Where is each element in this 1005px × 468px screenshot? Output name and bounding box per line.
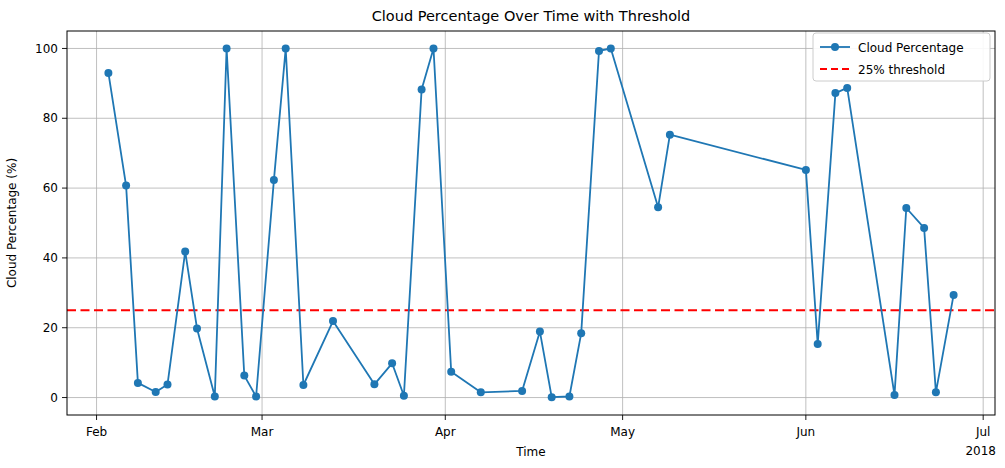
data-point-marker xyxy=(211,393,219,401)
data-point-marker xyxy=(607,45,615,53)
data-point-marker xyxy=(577,329,585,337)
y-tick-label: 60 xyxy=(43,181,58,195)
y-tick-label: 40 xyxy=(43,251,58,265)
x-tick-label: Jun xyxy=(795,425,815,439)
data-point-marker xyxy=(181,248,189,256)
data-point-marker xyxy=(329,317,337,325)
data-point-marker xyxy=(193,324,201,332)
data-point-marker xyxy=(950,291,958,299)
cloud-percentage-line xyxy=(108,49,953,398)
data-point-marker xyxy=(477,388,485,396)
y-axis-label: Cloud Percentage (%) xyxy=(5,158,19,288)
legend-label-cloud-percentage: Cloud Percentage xyxy=(858,41,964,55)
y-tick-label: 0 xyxy=(50,391,58,405)
x-axis-label: Time xyxy=(515,445,545,459)
legend: Cloud Percentage 25% threshold xyxy=(813,33,990,81)
chart-canvas: Feb Mar Apr May Jun Jul 0 20 40 60 80 100 Cloud Per… xyxy=(0,0,1005,468)
data-point-marker xyxy=(370,380,378,388)
x-tick-label: May xyxy=(610,425,635,439)
data-point-marker xyxy=(536,328,544,336)
data-point-marker xyxy=(891,391,899,399)
axis-ticks-layer: Feb Mar Apr May Jun Jul 0 20 40 60 80 100 xyxy=(35,42,990,439)
legend-marker-icon xyxy=(831,43,839,51)
data-point-marker xyxy=(252,393,260,401)
data-point-marker xyxy=(902,204,910,212)
data-point-marker xyxy=(122,182,130,190)
data-point-marker xyxy=(430,45,438,53)
y-tick-label: 80 xyxy=(43,111,58,125)
data-point-marker xyxy=(388,359,396,367)
data-point-marker xyxy=(223,45,231,53)
data-point-marker xyxy=(152,388,160,396)
data-point-marker xyxy=(802,166,810,174)
chart-title: Cloud Percentage Over Time with Threshol… xyxy=(372,8,691,24)
data-point-marker xyxy=(104,69,112,77)
x-axis-year-offset-label: 2018 xyxy=(965,444,996,458)
data-point-marker xyxy=(518,387,526,395)
x-tick-label: Mar xyxy=(251,425,274,439)
data-point-marker xyxy=(654,203,662,211)
data-point-marker xyxy=(548,393,556,401)
data-point-marker xyxy=(418,86,426,94)
data-point-marker xyxy=(282,45,290,53)
data-point-marker xyxy=(299,381,307,389)
data-point-marker xyxy=(447,368,455,376)
y-tick-label: 20 xyxy=(43,321,58,335)
x-tick-label: Feb xyxy=(86,425,107,439)
data-point-marker xyxy=(831,89,839,97)
data-point-marker xyxy=(932,388,940,396)
data-point-marker xyxy=(843,84,851,92)
x-tick-label: Jul xyxy=(975,425,990,439)
x-tick-label: Apr xyxy=(435,425,456,439)
data-series-layer xyxy=(104,45,957,402)
data-point-marker xyxy=(920,224,928,232)
data-point-marker xyxy=(565,393,573,401)
plot-border xyxy=(67,31,995,415)
legend-label-threshold: 25% threshold xyxy=(858,63,945,77)
data-point-marker xyxy=(666,131,674,139)
data-point-marker xyxy=(595,47,603,55)
data-point-marker xyxy=(134,379,142,387)
y-tick-label: 100 xyxy=(35,42,58,56)
gridlines xyxy=(67,31,995,415)
data-point-marker xyxy=(814,340,822,348)
data-point-marker xyxy=(164,381,172,389)
data-point-marker xyxy=(240,372,248,380)
data-point-marker xyxy=(400,392,408,400)
data-point-marker xyxy=(270,176,278,184)
cloud-percentage-chart: Feb Mar Apr May Jun Jul 0 20 40 60 80 100 Cloud Per… xyxy=(0,0,1005,468)
